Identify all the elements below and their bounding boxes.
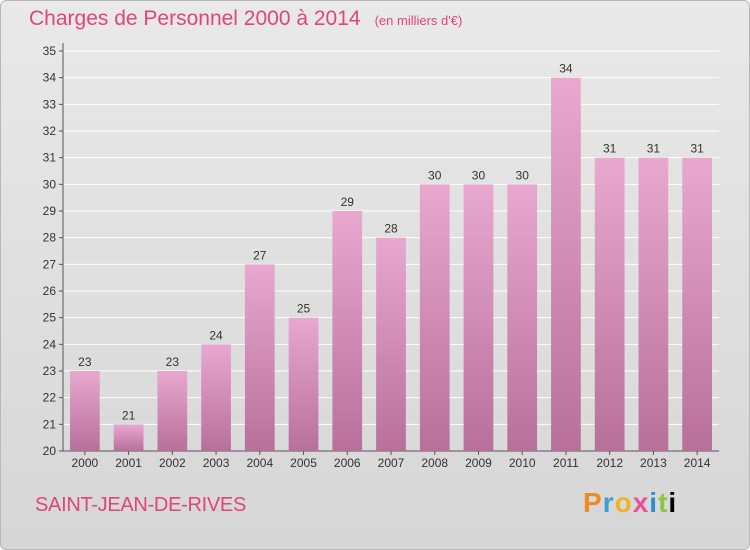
bar [69, 371, 100, 451]
bar [682, 157, 713, 451]
y-tick-label: 26 [43, 284, 57, 298]
bar [157, 371, 188, 451]
x-tick-label: 2010 [509, 456, 536, 470]
bar-value-label: 27 [253, 248, 267, 262]
y-tick-label: 31 [43, 151, 57, 165]
bar [332, 211, 363, 451]
bar-value-label: 31 [690, 142, 704, 156]
bar [551, 77, 581, 452]
x-tick-label: 2014 [684, 456, 711, 470]
chart-title: Charges de Personnel 2000 à 2014 (en mill… [29, 7, 462, 31]
y-tick-label: 35 [43, 44, 57, 58]
bar-value-label: 30 [428, 168, 442, 182]
x-tick-label: 2006 [334, 456, 361, 470]
y-tick-label: 30 [43, 177, 57, 191]
bar-value-label: 24 [209, 328, 223, 342]
bar [419, 184, 450, 452]
x-tick-label: 2005 [290, 456, 317, 470]
commune-name: SAINT-JEAN-DE-RIVES [35, 494, 246, 516]
bar-value-label: 34 [559, 62, 573, 76]
bar [463, 184, 494, 452]
x-tick-label: 2008 [421, 456, 448, 470]
bar [376, 237, 406, 451]
bar-value-label: 30 [516, 168, 530, 182]
bar [113, 424, 144, 451]
y-tick-label: 24 [43, 337, 57, 351]
y-tick-label: 22 [43, 391, 57, 405]
bar-value-label: 23 [78, 355, 92, 369]
bar-value-label: 25 [297, 302, 311, 316]
x-tick-label: 2004 [246, 456, 273, 470]
bar-value-label: 31 [647, 142, 661, 156]
bar-value-label: 30 [472, 168, 486, 182]
bar [638, 157, 669, 451]
y-tick-label: 29 [43, 204, 57, 218]
x-tick-label: 2007 [378, 456, 405, 470]
bar-value-label: 31 [603, 142, 617, 156]
bar [594, 157, 625, 451]
x-tick-label: 2001 [115, 456, 142, 470]
bar [201, 344, 231, 451]
bar [244, 264, 275, 451]
y-tick-label: 33 [43, 97, 57, 111]
proxiti-logo: Proxiti [583, 487, 678, 518]
bar [288, 317, 319, 451]
x-tick-label: 2003 [203, 456, 230, 470]
bar-value-label: 23 [166, 355, 180, 369]
y-tick-label: 25 [43, 311, 57, 325]
x-tick-label: 2011 [553, 456, 579, 470]
bar [507, 184, 538, 452]
y-tick-label: 23 [43, 364, 57, 378]
x-tick-label: 2000 [72, 456, 99, 470]
bar-value-label: 21 [122, 408, 136, 422]
y-tick-label: 34 [43, 71, 57, 85]
y-tick-label: 32 [43, 124, 57, 138]
y-tick-label: 27 [43, 257, 57, 271]
bar-value-label: 28 [384, 222, 398, 236]
x-tick-label: 2013 [640, 456, 667, 470]
y-tick-label: 20 [43, 444, 57, 458]
x-tick-label: 2012 [596, 456, 623, 470]
y-tick-label: 28 [43, 231, 57, 245]
bar-value-label: 29 [341, 195, 355, 209]
chart-unit: (en milliers d'€) [374, 13, 463, 28]
x-tick-label: 2009 [465, 456, 492, 470]
y-tick-label: 21 [43, 417, 57, 431]
chart-title-text: Charges de Personnel 2000 à 2014 [29, 7, 361, 30]
x-tick-label: 2002 [159, 456, 186, 470]
